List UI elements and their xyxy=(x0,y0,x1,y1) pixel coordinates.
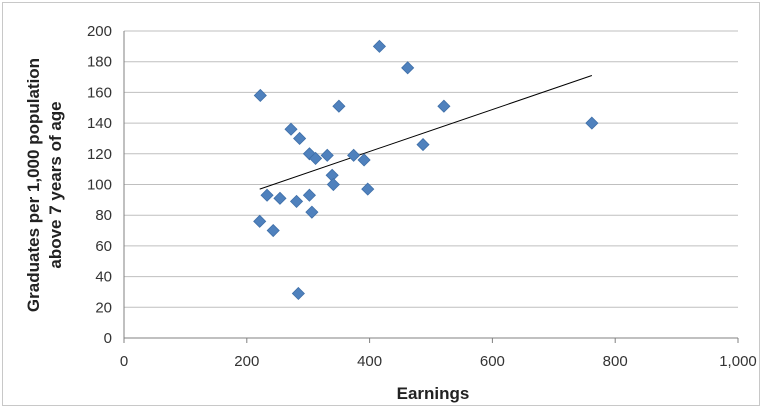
data-point xyxy=(357,153,371,167)
y-tick-label: 60 xyxy=(95,238,112,255)
x-tick-label: 600 xyxy=(480,353,505,370)
data-point xyxy=(347,148,361,162)
y-tick-label: 120 xyxy=(87,146,112,163)
data-point xyxy=(372,39,386,53)
data-point xyxy=(302,188,316,202)
y-tick-label: 160 xyxy=(87,84,112,101)
data-point xyxy=(253,214,267,228)
data-point xyxy=(291,286,305,301)
x-tick-label: 0 xyxy=(120,353,128,370)
data-point xyxy=(305,205,319,219)
data-point xyxy=(437,99,451,113)
x-tick-label: 400 xyxy=(357,353,382,370)
y-tick-label: 20 xyxy=(95,299,112,316)
y-tick-label: 180 xyxy=(87,54,112,71)
data-point xyxy=(266,223,280,238)
gridlines xyxy=(124,30,738,308)
axes xyxy=(123,31,739,343)
data-point xyxy=(260,188,274,202)
tick-labels: 0 20 40 60 80 100 120 140 160 180 200 0 200 400 600 800… xyxy=(87,23,757,370)
y-tick-label: 140 xyxy=(87,115,112,132)
x-tick-label: 200 xyxy=(234,353,259,370)
data-point xyxy=(284,122,298,136)
data-point xyxy=(332,99,346,113)
data-point xyxy=(293,131,307,146)
y-axis-title-line-2: above 7 years of age xyxy=(46,101,65,268)
data-point xyxy=(401,61,415,75)
x-tick-label: 1,000 xyxy=(719,353,757,370)
chart-frame xyxy=(2,2,760,406)
data-point xyxy=(309,151,323,165)
data-point xyxy=(253,88,267,103)
y-tick-label: 0 xyxy=(104,330,112,347)
data-point xyxy=(289,194,304,208)
y-tick-label: 40 xyxy=(95,269,112,286)
data-point xyxy=(585,116,599,130)
data-point xyxy=(416,138,430,152)
x-axis-title: Earnings xyxy=(397,384,470,403)
data-point xyxy=(320,148,334,162)
y-tick-label: 200 xyxy=(87,23,112,40)
y-axis-title-line-1: Graduates per 1,000 population xyxy=(24,58,43,312)
data-point xyxy=(326,177,340,192)
y-tick-label: 100 xyxy=(87,177,112,194)
data-point xyxy=(273,191,287,205)
trendline xyxy=(259,75,593,190)
data-points xyxy=(253,39,599,301)
x-tick-label: 800 xyxy=(603,353,628,370)
trendline-group xyxy=(259,75,593,190)
data-point xyxy=(361,182,375,196)
y-tick-label: 80 xyxy=(95,207,112,224)
